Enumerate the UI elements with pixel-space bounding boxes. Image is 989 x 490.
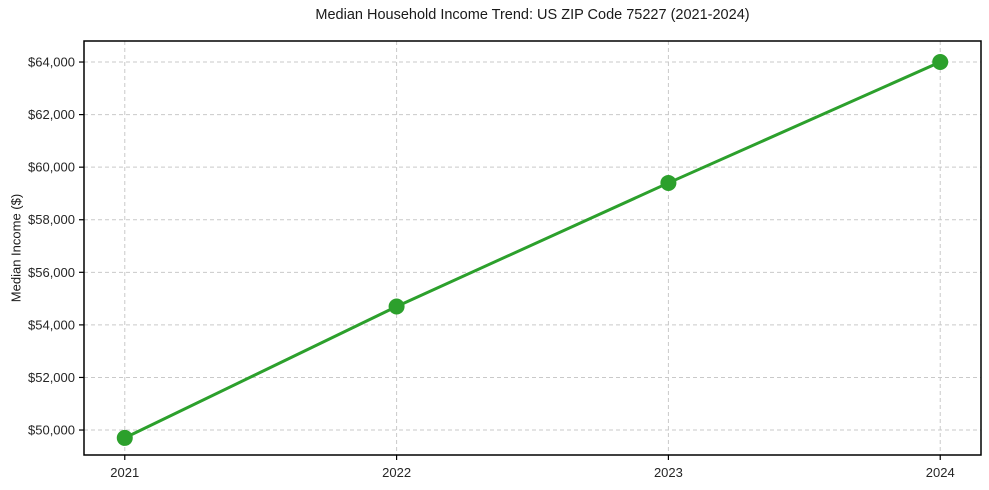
y-tick-label: $62,000 [28,107,75,122]
y-tick-label: $64,000 [28,55,75,70]
plot-border [83,40,982,456]
x-tick-label: 2024 [926,465,955,480]
data-point-2022 [388,298,405,315]
y-tick-label: $60,000 [28,160,75,175]
x-tick-label: 2021 [110,465,139,480]
data-point-2023 [660,174,677,191]
trend-line [123,60,942,440]
data-point-2021 [116,429,133,446]
data-point-2024 [932,54,949,71]
y-tick-label: $50,000 [28,423,75,438]
y-tick-label: $54,000 [28,317,75,332]
x-tick-label: 2023 [654,465,683,480]
y-tick-label: $52,000 [28,370,75,385]
x-tick-label: 2022 [382,465,411,480]
y-tick-label: $58,000 [28,212,75,227]
y-tick-label: $56,000 [28,265,75,280]
chart-title: Median Household Income Trend: US ZIP Co… [315,7,750,23]
